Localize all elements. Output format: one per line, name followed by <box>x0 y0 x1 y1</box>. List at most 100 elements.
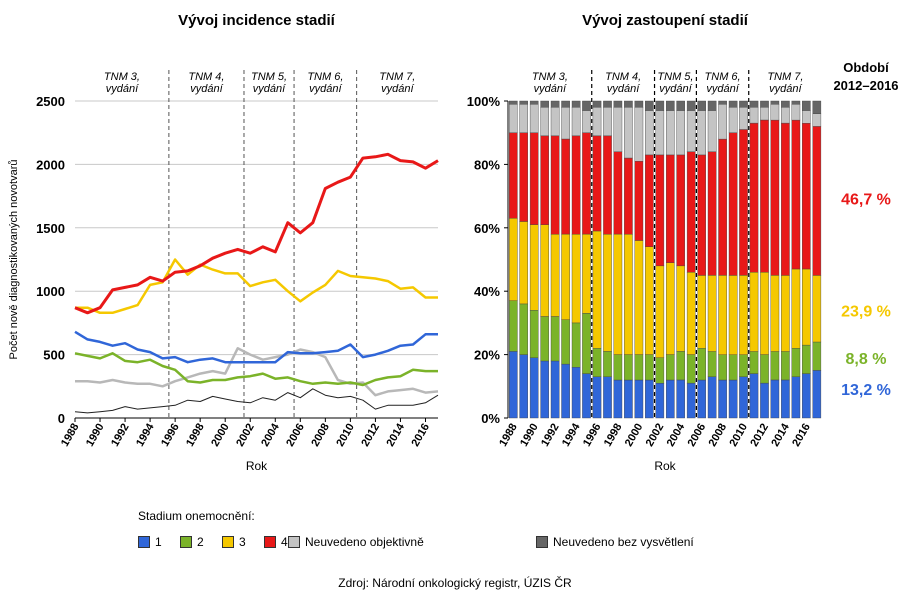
x-axis-label: Rok <box>246 459 268 473</box>
bar-segment-3 <box>540 224 549 317</box>
y-tick-label: 0 <box>58 411 65 426</box>
bar-segment-2 <box>529 310 539 358</box>
legend-item: 4 <box>264 534 288 550</box>
series-line-neuvedeno-bez-vysvětlení <box>74 388 439 414</box>
bar-segment-2 <box>613 354 623 381</box>
bar-segment-neuvedeno-objektivně <box>655 110 665 156</box>
tnm-label: TNM 4, <box>188 71 224 83</box>
y-tick-label: 80% <box>474 157 500 172</box>
bar-segment-1 <box>791 376 801 419</box>
legend-swatch <box>288 536 300 548</box>
bar-segment-1 <box>561 363 570 419</box>
tnm-label: TNM 3, <box>104 71 140 83</box>
bar-segment-neuvedeno-objektivně <box>760 107 769 121</box>
bar-segment-neuvedeno-objektivně <box>676 110 685 156</box>
series-line-neuvedeno-objektivně <box>75 347 439 397</box>
bar-segment-neuvedeno-objektivně <box>749 107 759 124</box>
bar-segment-neuvedeno-objektivně <box>634 107 644 162</box>
bar-segment-2 <box>582 313 591 374</box>
x-tick-label: 2002 <box>234 422 257 449</box>
bar-segment-1 <box>676 379 685 419</box>
bar-segment-2 <box>781 351 790 381</box>
x-tick-label: 2012 <box>748 422 771 449</box>
bar-segment-1 <box>550 360 560 419</box>
bar-segment-neuvedeno-objektivně <box>770 103 780 121</box>
bar-segment-neuvedeno-bez-vysvětlení <box>550 100 560 108</box>
series-line-2 <box>74 352 438 387</box>
bar-segment-3 <box>749 272 759 352</box>
bar-segment-3 <box>529 224 539 311</box>
bar-segment-2 <box>697 348 706 381</box>
bar-segment-4 <box>666 154 675 263</box>
tnm-label: vydání <box>769 83 802 95</box>
x-tick-label: 1990 <box>84 422 107 449</box>
bar-segment-4 <box>676 154 685 267</box>
bar-segment-neuvedeno-bez-vysvětlení <box>760 100 769 108</box>
bar-segment-neuvedeno-objektivně <box>624 107 633 159</box>
tnm-label: vydání <box>190 83 223 95</box>
summary-value: 23,9 % <box>841 303 891 320</box>
x-tick-label: 2010 <box>727 422 750 449</box>
legend-item: Neuvedeno bez vysvětlení <box>536 534 694 550</box>
bar-segment-neuvedeno-bez-vysvětlení <box>592 100 602 108</box>
bar-segment-2 <box>603 351 612 377</box>
x-tick-label: 2010 <box>334 422 357 449</box>
x-tick-label: 1992 <box>109 422 132 449</box>
bar-segment-neuvedeno-bez-vysvětlení <box>770 100 780 105</box>
legend-item: 2 <box>180 534 204 550</box>
bar-segment-neuvedeno-objektivně <box>582 110 591 133</box>
legend-label: Neuvedeno bez vysvětlení <box>553 535 694 549</box>
bar-segment-1 <box>624 379 633 419</box>
tnm-label: TNM 3, <box>532 71 568 83</box>
x-tick-label: 1992 <box>539 422 562 449</box>
bar-segment-neuvedeno-objektivně <box>571 107 581 137</box>
bar-segment-2 <box>571 322 581 368</box>
bar-segment-3 <box>791 268 801 349</box>
bar-segment-3 <box>624 233 633 355</box>
bar-segment-3 <box>613 233 623 355</box>
tnm-label: TNM 5, <box>251 71 287 83</box>
bar-segment-4 <box>749 122 759 273</box>
period-summary: Období 2012–2016 46,7 % 23,9 % 8,8 % 13,2 % <box>833 60 898 399</box>
bar-segment-4 <box>707 151 717 276</box>
bar-segment-3 <box>697 275 706 349</box>
x-tick-label: 2006 <box>686 422 709 449</box>
bar-segment-neuvedeno-bez-vysvětlení <box>634 100 644 108</box>
bar-segment-4 <box>603 135 612 235</box>
bar-segment-2 <box>760 354 769 384</box>
bar-segment-3 <box>676 265 685 352</box>
bar-segment-1 <box>603 376 612 419</box>
bar-segment-1 <box>802 373 811 419</box>
bar-segment-4 <box>509 132 518 219</box>
bar-segment-4 <box>728 132 738 276</box>
x-tick-label: 2014 <box>769 421 792 449</box>
y-tick-label: 1000 <box>36 284 65 299</box>
legend-label: 1 <box>155 535 162 549</box>
bar-segment-1 <box>760 382 769 419</box>
tnm-label: vydání <box>659 83 692 95</box>
bar-segment-3 <box>686 272 696 355</box>
tnm-label: vydání <box>381 83 414 95</box>
bar-segment-1 <box>739 376 748 419</box>
bar-segment-1 <box>686 382 696 419</box>
y-tick-label: 60% <box>474 221 500 236</box>
bar-segment-4 <box>582 132 591 235</box>
bar-segment-neuvedeno-bez-vysvětlení <box>603 100 612 108</box>
bar-segment-2 <box>509 300 518 352</box>
bar-segment-4 <box>624 157 633 235</box>
bar-segment-4 <box>739 129 748 276</box>
tnm-label: TNM 6, <box>705 71 741 83</box>
bar-segment-neuvedeno-bez-vysvětlení <box>802 100 811 111</box>
bar-segment-2 <box>655 357 665 384</box>
x-tick-label: 2016 <box>409 422 432 449</box>
x-tick-label: 1998 <box>602 422 625 449</box>
tnm-label: vydání <box>309 83 342 95</box>
bar-segment-3 <box>561 233 570 320</box>
x-tick-label: 2016 <box>790 422 813 449</box>
series-line-3 <box>75 258 438 315</box>
bar-segment-1 <box>509 351 518 419</box>
bar-segment-neuvedeno-objektivně <box>781 107 790 124</box>
summary-value: 46,7 % <box>841 191 891 208</box>
tnm-label: TNM 5, <box>657 71 693 83</box>
